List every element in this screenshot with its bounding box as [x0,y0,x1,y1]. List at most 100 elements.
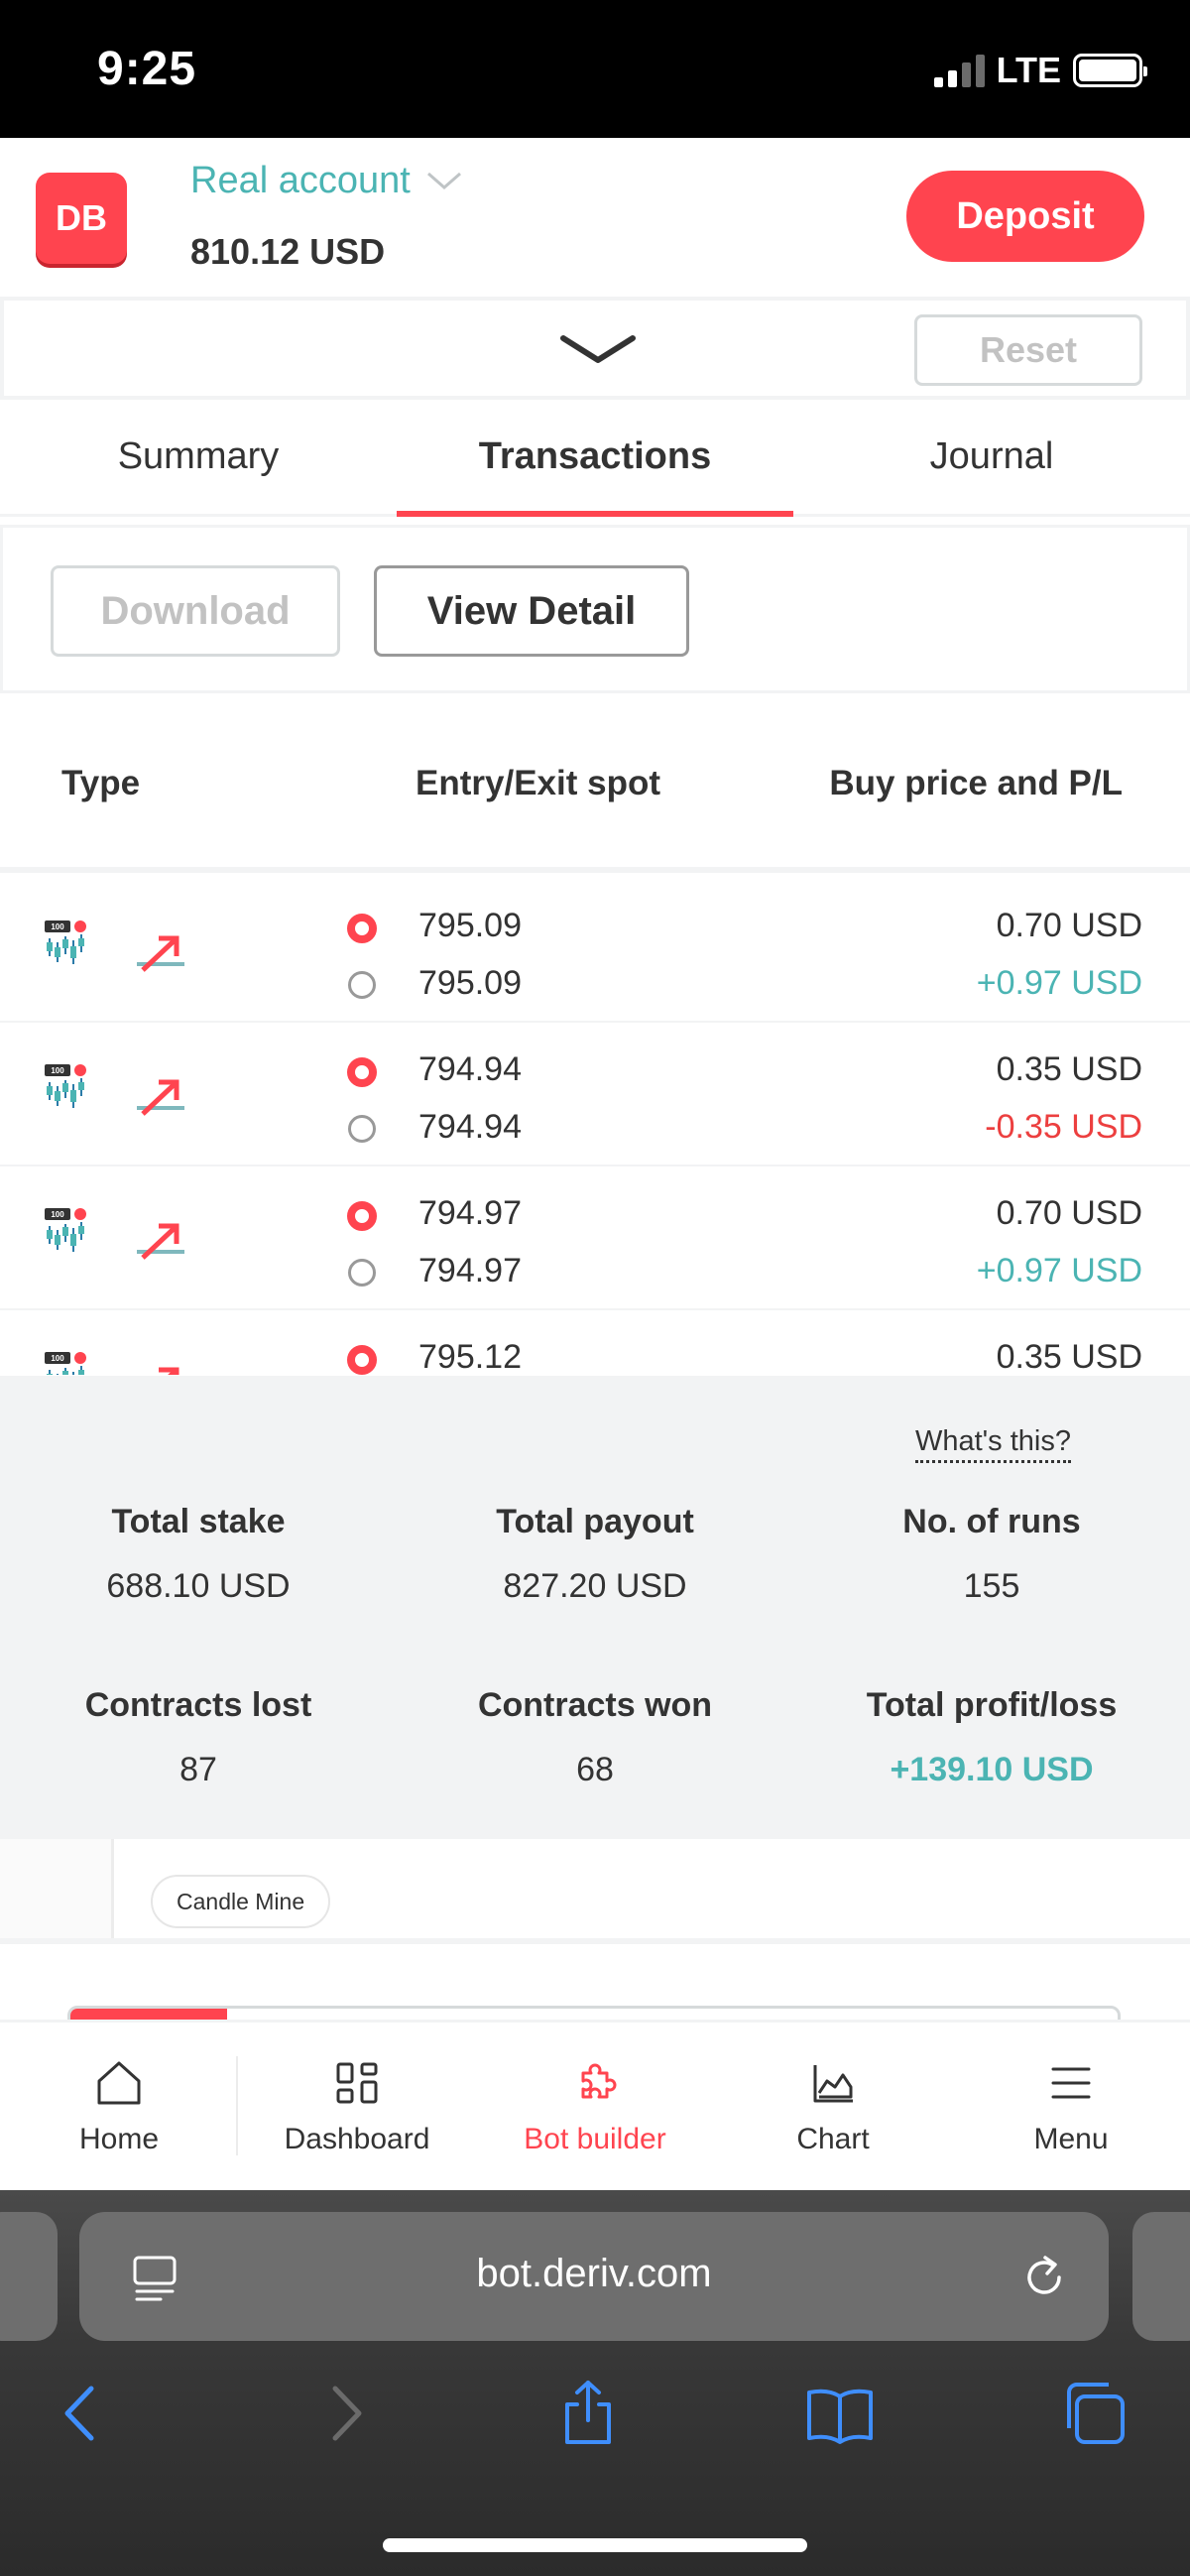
svg-text:100: 100 [51,1354,64,1363]
network-label: LTE [996,50,1061,90]
stat-label: Contracts won [477,1686,713,1724]
volatility-100-icon: 100 [45,1208,86,1252]
menu-icon [1051,2067,1091,2098]
buy-price: 0.35 USD [996,1338,1142,1375]
workspace-toolbox[interactable] [0,1839,114,1938]
svg-text:100: 100 [51,922,64,931]
view-detail-button[interactable]: View Detail [374,565,689,657]
nav-bot-builder[interactable]: Bot builder [476,2023,714,2190]
entry-spot-marker [347,1345,377,1375]
trade-type-up-icon [137,1079,184,1116]
nav-label: Home [78,2122,160,2155]
svg-text:100: 100 [51,1210,64,1219]
browser-chrome: bot.deriv.com [0,2190,1190,2576]
total-profit-loss-stat: Total profit/loss +139.10 USD [793,1686,1190,1789]
entry-spot: 795.12 [418,1338,522,1375]
entry-spot: 795.09 [418,907,522,944]
run-panel-tabs: Summary Transactions Journal [0,400,1190,517]
exit-spot: 795.09 [418,964,522,1002]
download-button[interactable]: Download [51,565,340,657]
profit-loss: -0.35 USD [985,1108,1142,1146]
stat-value: 688.10 USD [106,1567,291,1605]
table-row[interactable]: 100 795.09 795.09 0.70 USD +0.97 USD [0,879,1190,1023]
address-bar[interactable]: bot.deriv.com [79,2212,1109,2341]
table-row[interactable]: 100 794.94 794.94 0.35 USD -0.35 USD [0,1023,1190,1166]
exit-spot-marker [348,971,376,999]
total-payout-stat: Total payout 827.20 USD [397,1503,793,1606]
tab-transactions[interactable]: Transactions [397,400,793,517]
bookmarks-icon[interactable] [805,2379,875,2448]
home-indicator [383,2538,807,2552]
signal-icon [933,54,985,87]
bot-workspace: Candle Mine [0,1839,1190,2020]
table-row[interactable]: 100 795.12 0.35 USD [0,1310,1190,1375]
divider [236,2056,238,2155]
account-header: DB Real account 810.12 USD Deposit [0,138,1190,297]
run-panel-toolbar: Reset [0,297,1190,400]
deposit-button[interactable]: Deposit [906,171,1144,262]
column-header-type: Type [61,764,141,802]
tab-journal[interactable]: Journal [929,435,1054,477]
stat-value: 155 [963,1567,1020,1605]
bottom-navigation: Home Dashboard Bot builder Chart Menu [0,2020,1190,2190]
entry-spot-marker [347,1057,377,1087]
trade-type-up-icon [159,1367,179,1375]
transactions-list: 100 795.09 795.09 0.70 USD +0.97 USD 100… [0,879,1190,1375]
stat-label: Contracts lost [84,1686,312,1724]
tab-summary[interactable]: Summary [117,435,280,477]
previous-tab-preview[interactable] [0,2212,58,2341]
dashboard-icon [336,2062,378,2103]
chevron-down-icon [426,172,461,189]
total-stake-stat: Total stake 688.10 USD [0,1503,397,1606]
forward-icon[interactable] [307,2379,377,2448]
app-logo[interactable]: DB [36,173,127,264]
entry-spot: 794.97 [418,1194,522,1232]
buy-price: 0.70 USD [996,1194,1142,1232]
runs-stat: No. of runs 155 [793,1503,1190,1606]
entry-spot-marker [347,914,377,943]
table-row[interactable]: 100 794.97 794.97 0.70 USD +0.97 USD [0,1166,1190,1310]
buy-price: 0.35 USD [996,1050,1142,1088]
volatility-100-icon: 100 [45,1064,86,1108]
account-balance: 810.12 USD [190,231,386,272]
nav-label: Chart [796,2122,870,2155]
exit-spot-marker [348,1115,376,1143]
workspace-block-chip[interactable]: Candle Mine [151,1875,331,1928]
collapse-chevron-icon[interactable] [559,330,637,370]
entry-spot: 794.94 [418,1050,522,1088]
share-icon[interactable] [553,2379,623,2448]
whats-this-link[interactable]: What's this? [914,1425,1071,1463]
back-icon[interactable] [50,2379,119,2448]
account-switcher[interactable]: Real account [190,160,464,202]
contracts-won-stat: Contracts won 68 [397,1686,793,1789]
stat-value: 827.20 USD [503,1567,687,1605]
url-text: bot.deriv.com [476,2252,712,2295]
nav-chart[interactable]: Chart [714,2023,952,2190]
transactions-actions: Download View Detail [0,525,1190,693]
stat-label: Total payout [496,1503,694,1540]
nav-label: Bot builder [524,2122,666,2155]
buy-price: 0.70 USD [996,907,1142,944]
reload-icon[interactable] [1019,2252,1069,2301]
stat-value: 68 [576,1751,614,1788]
next-tab-preview[interactable] [1132,2212,1190,2341]
column-header-entry-exit: Entry/Exit spot [416,764,660,802]
svg-text:100: 100 [51,1066,64,1075]
reset-button[interactable]: Reset [914,314,1142,386]
entry-spot-marker [347,1201,377,1231]
nav-label: Dashboard [284,2122,430,2155]
stat-label: Total profit/loss [866,1686,1118,1724]
nav-dashboard[interactable]: Dashboard [238,2023,476,2190]
browser-toolbar [0,2379,1190,2468]
exit-spot: 794.97 [418,1252,522,1289]
profit-loss: +0.97 USD [976,964,1142,1002]
nav-menu[interactable]: Menu [952,2023,1190,2190]
trade-type-up-icon [137,935,184,972]
exit-spot-marker [348,1259,376,1287]
home-icon [97,2061,141,2104]
column-header-price-pl: Buy price and P/L [829,764,1123,802]
stat-value: 87 [179,1751,217,1788]
tabs-icon[interactable] [1059,2379,1129,2448]
nav-home[interactable]: Home [0,2023,238,2190]
page-menu-icon[interactable] [131,2252,178,2303]
